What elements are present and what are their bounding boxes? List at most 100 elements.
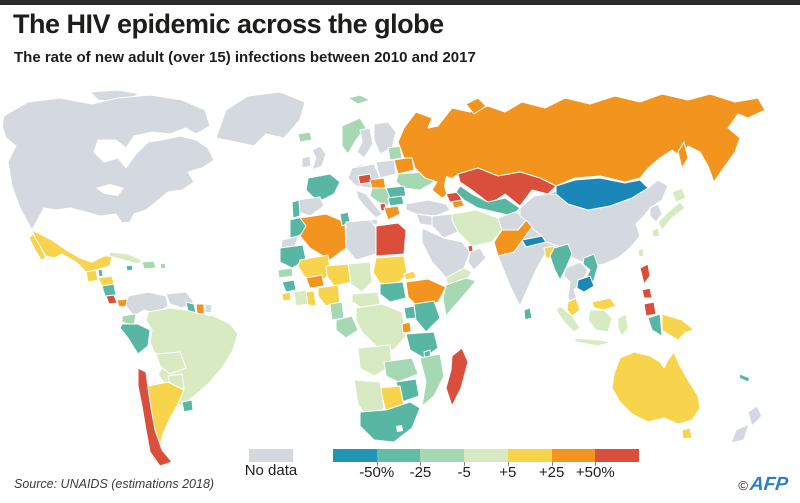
legend-tick-label: +25	[538, 464, 565, 481]
region-thailand	[563, 261, 589, 311]
region-france	[305, 173, 341, 203]
region-suriname	[195, 303, 205, 315]
region-south-africa	[359, 401, 421, 443]
legend-tick-mark	[507, 462, 509, 466]
region-nz-north	[747, 405, 763, 427]
region-sulawesi	[617, 313, 629, 337]
credit: © AFP	[738, 474, 790, 496]
region-czech	[357, 173, 373, 185]
region-chad	[347, 261, 373, 293]
region-chile	[137, 367, 173, 467]
region-japan-hokkaido	[671, 187, 687, 203]
region-greenland	[215, 91, 306, 147]
region-jamaica	[125, 264, 134, 272]
legend-scale-segment	[420, 449, 465, 462]
region-portugal	[291, 199, 301, 219]
region-philippines-mindanao	[643, 301, 657, 317]
region-brazil	[145, 307, 239, 407]
region-uruguay	[181, 399, 194, 413]
region-iran	[451, 209, 503, 247]
region-libya	[345, 219, 377, 261]
region-cameroon	[329, 301, 345, 321]
region-canada-usa	[1, 94, 215, 231]
great-lakes-water	[96, 184, 124, 196]
region-burkina	[305, 274, 325, 289]
legend-tick-label: +50%	[575, 464, 615, 481]
region-poland	[375, 159, 397, 179]
region-svalbard	[347, 94, 371, 105]
region-philippines-visayas	[641, 287, 653, 299]
legend-tick-label: +5	[499, 464, 517, 481]
region-madagascar	[445, 347, 469, 407]
legend-tick-row: -50% -25 -5 +5 +25 +50%	[333, 462, 639, 482]
region-nicaragua	[101, 283, 117, 297]
region-bolivia	[155, 351, 187, 375]
region-guatemala	[85, 269, 99, 283]
region-greece	[383, 205, 401, 221]
legend-tick-mark	[420, 462, 422, 466]
legend-scale-segment	[595, 449, 640, 462]
region-peru	[119, 323, 151, 355]
page-subtitle: The rate of new adult (over 15) infectio…	[14, 49, 476, 66]
legend-scale-segment	[507, 449, 552, 462]
region-sri-lanka	[523, 307, 533, 321]
region-uk	[311, 145, 327, 171]
copyright-icon: ©	[738, 477, 748, 493]
region-philippines-luzon	[639, 263, 651, 285]
region-niger	[325, 263, 352, 287]
region-sweden	[356, 127, 374, 159]
region-myanmar	[549, 243, 573, 281]
region-png	[661, 313, 695, 341]
region-drc	[355, 303, 407, 351]
region-italy	[355, 189, 383, 219]
region-syria	[415, 213, 435, 227]
region-eritrea	[403, 270, 417, 281]
source-note: Source: UNAIDS (estimations 2018)	[14, 477, 215, 491]
region-korea	[649, 203, 663, 223]
legend-no-data-swatch	[249, 449, 293, 462]
page-title: The HIV epidemic across the globe	[13, 9, 444, 39]
region-novaya-zemlya	[465, 97, 487, 115]
region-norway	[341, 117, 367, 155]
legend-tick-label: -25	[409, 464, 432, 481]
region-sakhalin	[677, 141, 689, 169]
region-iceland	[297, 131, 313, 143]
region-australia	[611, 351, 701, 425]
region-tasmania	[681, 427, 693, 440]
region-papua-indonesia	[647, 313, 663, 337]
region-sudan	[372, 255, 408, 287]
region-malaysia-peninsula	[566, 297, 581, 317]
region-new-caledonia	[738, 373, 751, 383]
region-bulgaria	[387, 195, 405, 207]
region-congo-gabon	[335, 315, 359, 339]
afp-logo: AFP	[748, 474, 790, 495]
region-costa-rica	[105, 294, 118, 305]
region-ethiopia	[405, 278, 447, 310]
region-borneo-indonesia	[587, 309, 613, 333]
region-zambia	[383, 357, 419, 383]
region-puerto-rico	[159, 262, 167, 270]
region-baja	[28, 233, 47, 261]
region-senegal	[277, 267, 294, 279]
legend-tick-mark	[464, 462, 466, 466]
region-cuba	[108, 251, 143, 265]
region-belarus	[393, 156, 415, 175]
top-accent-bar	[0, 0, 800, 5]
region-sierra-leone	[281, 291, 292, 302]
region-caucasus2	[451, 199, 465, 209]
region-angola	[357, 344, 393, 377]
region-japan-kyushu	[651, 227, 661, 238]
region-rwanda-burundi	[401, 321, 412, 334]
legend-tick-mark	[595, 462, 597, 466]
region-cambodia	[576, 275, 595, 293]
region-nz-south	[730, 423, 750, 444]
region-java	[573, 337, 613, 347]
region-kazakhstan	[457, 167, 557, 207]
legend-tick-mark	[376, 462, 378, 466]
region-romania	[385, 185, 407, 199]
lesotho-cutout	[396, 425, 403, 432]
region-kenya	[413, 300, 441, 333]
region-mozambique	[419, 353, 445, 407]
region-guinea	[281, 279, 297, 293]
